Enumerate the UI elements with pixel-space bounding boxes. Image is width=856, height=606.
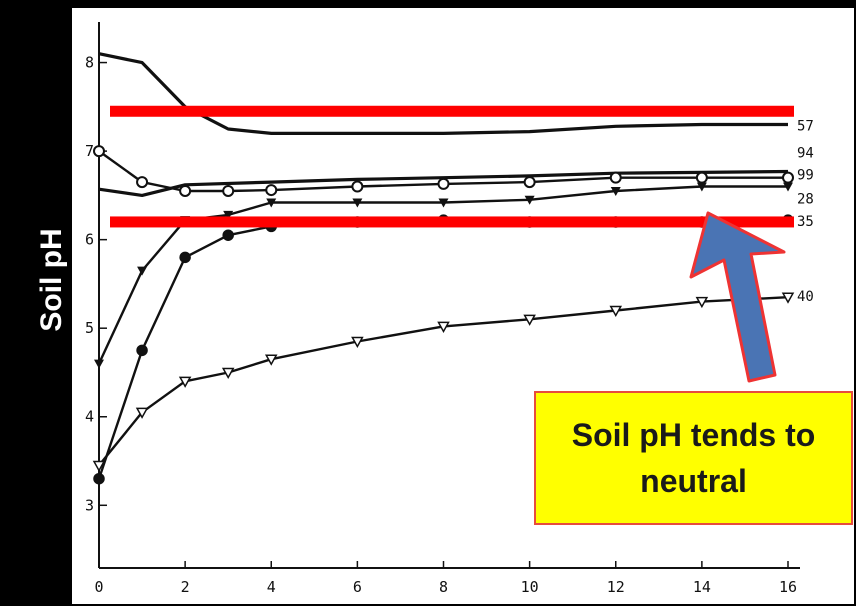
series-40-point: [351, 336, 364, 349]
series-40-point: [437, 321, 450, 333]
x-tick-label: 10: [521, 578, 539, 596]
series-99-point: [437, 177, 450, 190]
series-40-label: 40: [797, 289, 814, 305]
reference-line-2: [110, 216, 794, 228]
x-tick-label: 14: [693, 578, 711, 596]
series-28-label: 28: [797, 192, 814, 208]
series-40-point: [221, 367, 235, 380]
series-99-point: [265, 184, 278, 197]
x-tick-label: 2: [181, 578, 190, 596]
series-35-point: [222, 229, 234, 241]
x-tick-label: 6: [353, 578, 362, 596]
annotation-arrow: [689, 211, 786, 383]
y-tick-label: 5: [85, 319, 94, 337]
series-99-point: [782, 171, 794, 184]
series-28-point: [266, 198, 277, 208]
x-tick-label: 12: [607, 578, 625, 596]
series-28-point: [696, 182, 707, 192]
series-40-point: [695, 296, 709, 309]
series-40-point: [264, 354, 278, 366]
series-35-point: [93, 472, 105, 485]
y-tick-label: 4: [85, 408, 94, 426]
reference-line-1: [110, 105, 794, 117]
y-axis-label: Soil pH: [35, 228, 68, 332]
series-99-point: [136, 176, 149, 189]
x-tick-label: 8: [439, 578, 448, 596]
y-tick-label: 8: [85, 54, 94, 72]
series-57-label: 57: [797, 119, 814, 135]
y-tick-label: 3: [85, 496, 94, 514]
annotation-callout: Soil pH tends to neutral: [534, 391, 853, 525]
series-28-point: [137, 266, 148, 276]
series-99-point: [179, 184, 192, 197]
series-28-point: [223, 210, 234, 220]
series-99-point: [222, 184, 235, 197]
series-35-point: [136, 344, 148, 357]
y-tick-label: 6: [85, 231, 94, 249]
series-99-point: [93, 145, 105, 158]
x-tick-label: 4: [267, 578, 276, 596]
series-99-point: [609, 171, 622, 184]
x-tick-label: 16: [779, 578, 797, 596]
series-40-point: [781, 292, 795, 304]
series-28-point: [783, 182, 793, 192]
series-94-label: 94: [797, 145, 814, 161]
series-35-label: 35: [797, 214, 814, 230]
x-tick-label: 0: [94, 578, 103, 596]
series-57-line: [98, 52, 788, 135]
series-99-point: [351, 180, 364, 193]
series-28-point: [524, 195, 535, 205]
series-99-label: 99: [797, 168, 814, 184]
series-40-point: [135, 407, 149, 419]
series-28-point: [438, 198, 449, 208]
series-99-point: [695, 171, 708, 184]
series-35-point: [179, 251, 191, 264]
series-28-point: [610, 186, 621, 196]
series-40-point: [178, 376, 192, 388]
series-40-point: [523, 314, 536, 326]
series-28-point: [352, 198, 363, 208]
series-28-point: [94, 359, 104, 369]
series-99-point: [523, 176, 536, 189]
y-tick-label: 7: [85, 142, 94, 160]
series-40-point: [609, 305, 623, 318]
series-40-point: [92, 460, 106, 472]
series-94-line: [98, 169, 789, 197]
